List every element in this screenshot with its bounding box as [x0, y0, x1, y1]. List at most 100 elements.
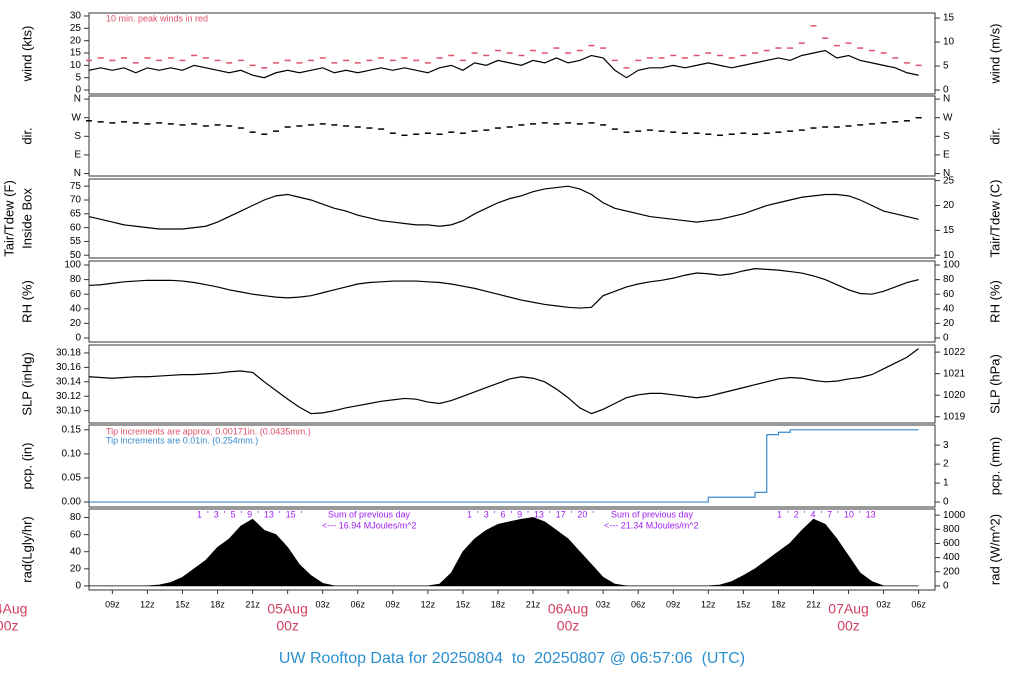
x-tick-label: 03z [315, 599, 330, 609]
y2-tick-label: 40 [943, 303, 955, 314]
y2-tick-label: 1022 [943, 347, 966, 358]
x-tick-label: 12z [421, 599, 436, 609]
y-tick-label: 30.18 [56, 348, 81, 359]
y2-tick-label: 0 [943, 581, 949, 592]
y-tick-label: 55 [70, 236, 82, 247]
y-tick-label: N [74, 94, 81, 105]
y2-tick-label: E [943, 150, 950, 161]
y2-tick-label: 0 [943, 333, 949, 344]
y-tick-label: 15 [70, 48, 82, 59]
y2-tick-label: 400 [943, 552, 960, 563]
annotation: Tip increments are approx. 0.00171in. (0… [106, 426, 311, 436]
y2-axis-label: SLP (hPa) [987, 354, 1002, 414]
x-tick-label: 18z [210, 599, 225, 609]
panel-frame [88, 344, 936, 424]
day-label: 06Aug [548, 601, 588, 617]
annotation: <--- 21.34 MJoules/m^2 [604, 520, 699, 530]
y-tick-label: 20 [70, 35, 82, 46]
annotation: 10 min. peak winds in red [106, 13, 208, 23]
x-tick-label: 03z [596, 599, 611, 609]
y-tick-label: W [72, 112, 82, 123]
day-label: 04Aug [0, 601, 27, 617]
day-label: 05Aug [267, 601, 307, 617]
y-tick-label: 80 [70, 274, 82, 285]
x-tick-label: 21z [526, 599, 541, 609]
y2-tick-label: 3 [943, 440, 949, 451]
y-tick-label: 30.14 [56, 376, 81, 387]
x-tick-label: 06z [911, 599, 926, 609]
annotation: <--- 16.94 MJoules/m^2 [322, 520, 417, 530]
y2-tick-label: 15 [943, 13, 955, 24]
y-tick-label: N [74, 168, 81, 179]
x-tick-label: 15z [736, 599, 751, 609]
x-tick-label: 09z [666, 599, 681, 609]
chart-title: UW Rooftop Data for 20250804 to 20250807… [279, 650, 745, 667]
x-tick-label: 15z [175, 599, 190, 609]
x-tick-label: 09z [386, 599, 401, 609]
panel-frame [88, 178, 936, 259]
y2-tick-label: 1020 [943, 390, 966, 401]
y-tick-label: E [74, 150, 81, 161]
y2-tick-label: 15 [943, 225, 955, 236]
y-tick-label: 0.00 [62, 497, 82, 508]
y2-tick-label: 10 [943, 250, 955, 261]
annotation: 1 ' 3 ' 6 ' 9 ' 13 ' 17 ' 20 ' [467, 509, 594, 519]
y2-tick-label: W [943, 112, 953, 123]
y-axis-label: SLP (inHg) [19, 352, 34, 415]
y2-tick-label: 600 [943, 538, 960, 549]
y-axis-label: RH (%) [19, 280, 34, 323]
x-tick-label: 15z [456, 599, 471, 609]
y-tick-label: 50 [70, 250, 82, 261]
panel-frame [88, 260, 936, 343]
y-tick-label: S [74, 131, 81, 142]
annotation: 1 ' 2 ' 4 ' 7 ' 10 ' 13 [777, 509, 876, 519]
y-tick-label: 30.16 [56, 362, 81, 373]
y2-tick-label: 0 [943, 85, 949, 96]
y-tick-label: 70 [70, 195, 82, 206]
y2-tick-label: 1021 [943, 368, 966, 379]
y2-tick-label: 2 [943, 459, 949, 470]
y-tick-label: 60 [70, 289, 82, 300]
y-tick-label: 0.05 [62, 473, 82, 484]
annotation: Sum of previous day [328, 509, 411, 519]
y2-tick-label: 60 [943, 289, 955, 300]
y-axis-label: dir. [19, 127, 34, 144]
y-tick-label: 60 [70, 222, 82, 233]
x-tick-label: 06z [631, 599, 646, 609]
y-tick-label: 60 [70, 529, 82, 540]
y-tick-label: 0 [75, 333, 81, 344]
y-tick-label: 80 [70, 512, 82, 523]
y-tick-label: 65 [70, 208, 82, 219]
x-tick-label: 18z [491, 599, 506, 609]
data-line [88, 49, 919, 79]
y2-axis-label: rad (W/m^2) [987, 514, 1002, 585]
day-label-hour: 00z [837, 618, 860, 634]
y-tick-label: 30.10 [56, 405, 81, 416]
y2-axis-label: dir. [987, 127, 1002, 144]
annotation: 1 ' 3 ' 5 ' 9 ' 13 ' 15 ' [197, 509, 303, 519]
y2-tick-label: 80 [943, 274, 955, 285]
y2-tick-label: 0 [943, 497, 949, 508]
y-tick-label: 0.15 [62, 424, 82, 435]
y-tick-label: 0 [75, 85, 81, 96]
y-tick-label: 30.12 [56, 391, 81, 402]
y-tick-label: 5 [75, 72, 81, 83]
day-label-hour: 00z [276, 618, 299, 634]
y-tick-label: 10 [70, 60, 82, 71]
panel-frame [88, 424, 936, 508]
y-axis-label: Tair/Tdew (F) [1, 180, 16, 257]
y2-tick-label: 200 [943, 566, 960, 577]
y-tick-label: 40 [70, 303, 82, 314]
data-line [89, 429, 919, 503]
data-area [89, 517, 919, 587]
x-tick-label: 18z [771, 599, 786, 609]
y2-axis-label: pcp. (mm) [987, 437, 1002, 496]
x-tick-label: 21z [806, 599, 821, 609]
x-tick-label: 21z [245, 599, 260, 609]
x-tick-label: 09z [105, 599, 120, 609]
x-tick-label: 06z [350, 599, 365, 609]
y-axis-label: Inside Box [19, 188, 34, 249]
